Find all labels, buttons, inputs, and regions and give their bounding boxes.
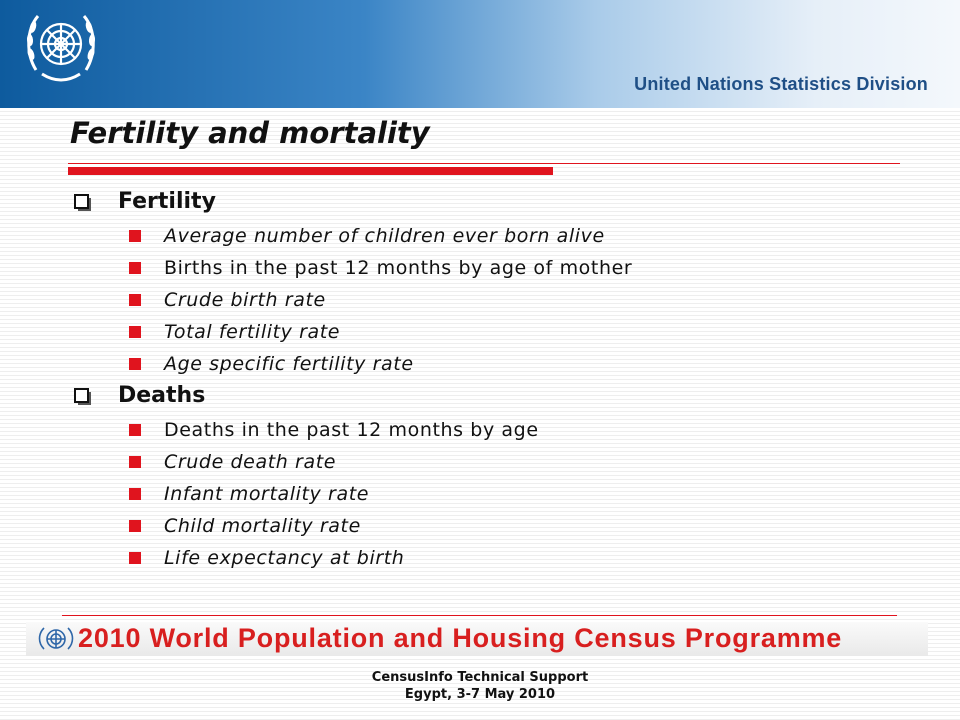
list-item-text: Crude birth rate: [164, 289, 326, 311]
title-accent-bar: [68, 167, 553, 175]
banner-title: 2010 World Population and Housing Census…: [78, 623, 843, 653]
square-bullet-icon: [129, 488, 141, 500]
list-item: Age specific fertility rate: [72, 348, 892, 380]
list-item-text: Total fertility rate: [164, 321, 341, 343]
slide-content: Fertility Average number of children eve…: [72, 186, 892, 574]
square-bullet-icon: [129, 230, 141, 242]
organization-name: United Nations Statistics Division: [634, 74, 928, 94]
square-bullet-icon: [129, 552, 141, 564]
square-bullet-icon: [129, 456, 141, 468]
list-item-text: Age specific fertility rate: [164, 353, 414, 375]
section-fertility: Fertility Average number of children eve…: [72, 186, 892, 380]
list-item-text: Births in the past 12 months by age of m…: [164, 257, 633, 279]
section-heading-row: Fertility: [72, 186, 892, 220]
square-bullet-icon: [129, 520, 141, 532]
list-item: Crude birth rate: [72, 284, 892, 316]
un-emblem-icon: [26, 15, 96, 82]
list-item: Births in the past 12 months by age of m…: [72, 252, 892, 284]
section-heading-row: Deaths: [72, 380, 892, 414]
title-underline: [68, 163, 900, 164]
footer-line-2: Egypt, 3-7 May 2010: [404, 687, 556, 702]
list-item: Child mortality rate: [72, 510, 892, 542]
list-item: Infant mortality rate: [72, 478, 892, 510]
fertility-list: Average number of children ever born ali…: [72, 220, 892, 380]
census-emblem-icon: [38, 627, 74, 650]
section-heading-fertility: Fertility: [118, 189, 216, 214]
checkbox-bullet-icon: [74, 388, 91, 405]
header-banner: United Nations Statistics Division: [0, 0, 960, 108]
square-bullet-icon: [129, 358, 141, 370]
square-bullet-icon: [129, 424, 141, 436]
list-item-text: Infant mortality rate: [164, 483, 370, 505]
footer-divider: [62, 615, 897, 616]
list-item: Deaths in the past 12 months by age: [72, 414, 892, 446]
list-item-text: Child mortality rate: [164, 515, 361, 537]
checkbox-bullet-icon: [74, 194, 91, 211]
list-item: Average number of children ever born ali…: [72, 220, 892, 252]
square-bullet-icon: [129, 262, 141, 274]
list-item-text: Deaths in the past 12 months by age: [164, 419, 539, 441]
section-heading-deaths: Deaths: [118, 383, 206, 408]
list-item: Crude death rate: [72, 446, 892, 478]
deaths-list: Deaths in the past 12 months by age Crud…: [72, 414, 892, 574]
census-programme-banner: 2010 World Population and Housing Census…: [26, 622, 928, 656]
square-bullet-icon: [129, 326, 141, 338]
list-item-text: Crude death rate: [164, 451, 337, 473]
list-item-text: Average number of children ever born ali…: [164, 225, 605, 247]
list-item: Total fertility rate: [72, 316, 892, 348]
square-bullet-icon: [129, 294, 141, 306]
list-item-text: Life expectancy at birth: [164, 547, 405, 569]
footer-line-1: CensusInfo Technical Support: [371, 670, 589, 685]
section-deaths: Deaths Deaths in the past 12 months by a…: [72, 380, 892, 574]
slide-title: Fertility and mortality: [70, 116, 430, 150]
list-item: Life expectancy at birth: [72, 542, 892, 574]
